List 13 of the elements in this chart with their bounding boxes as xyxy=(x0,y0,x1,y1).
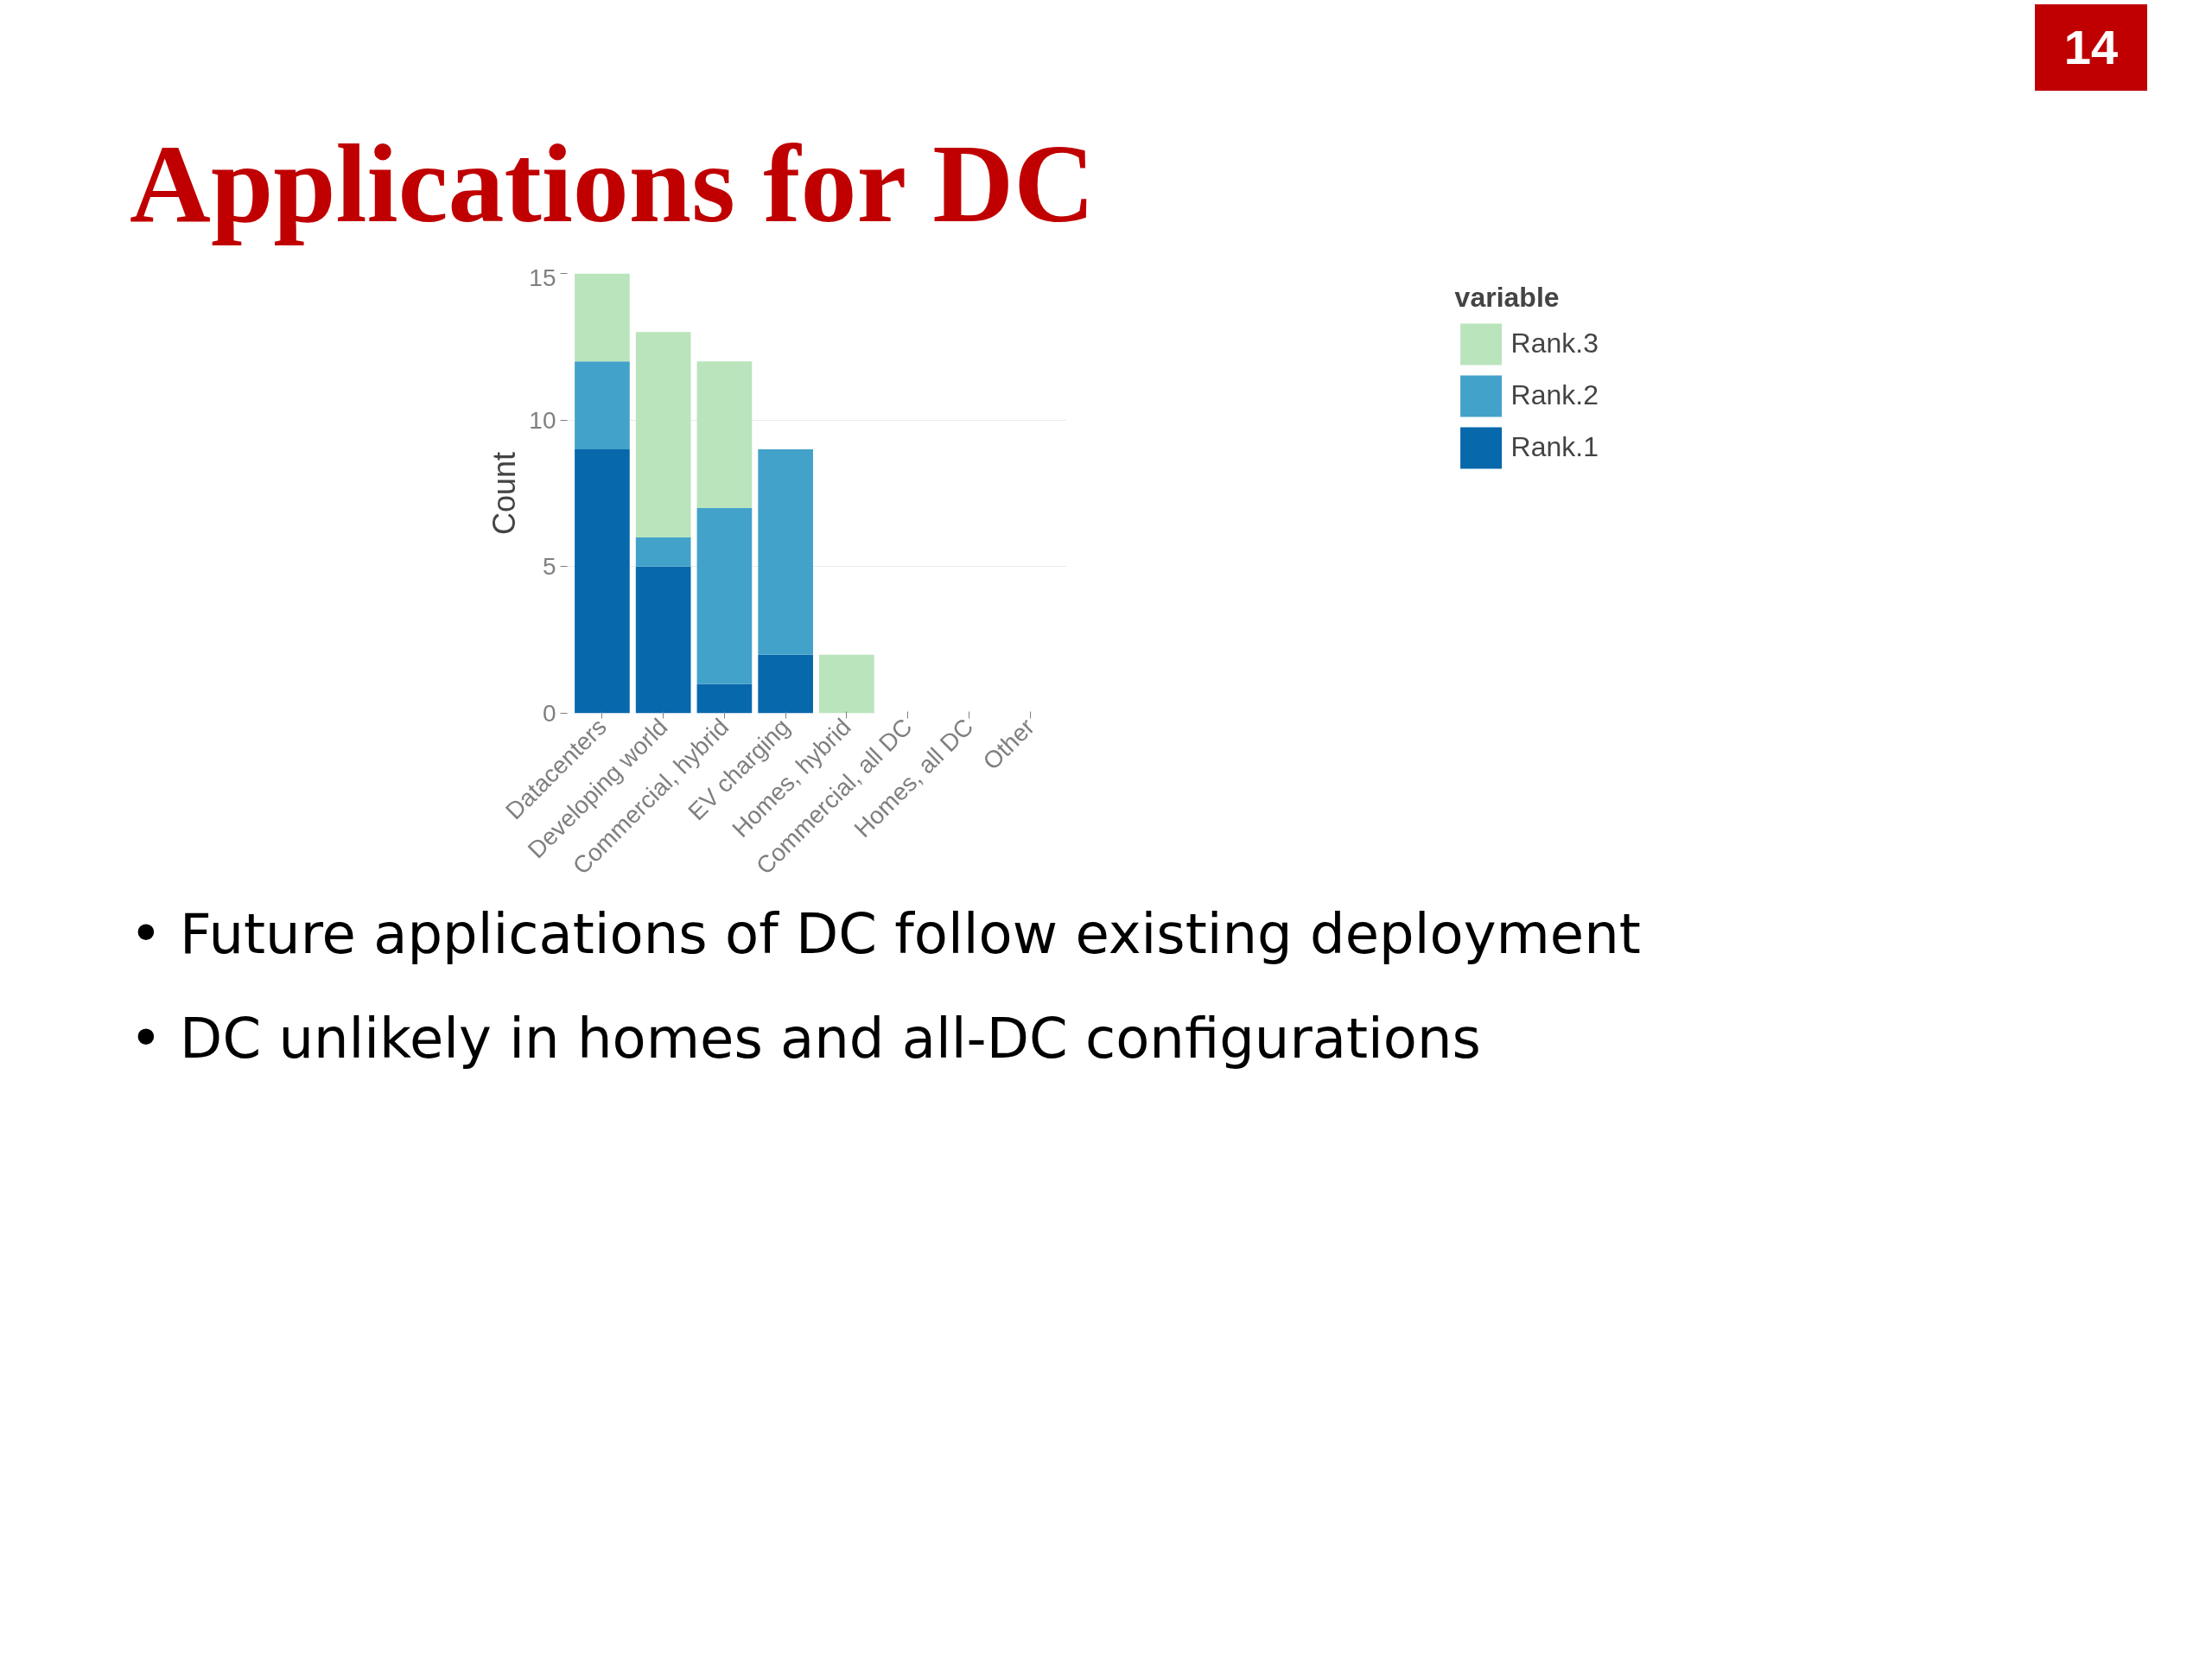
legend-label: Rank.3 xyxy=(1510,327,1599,360)
y-tick-label: 0 xyxy=(542,699,556,727)
legend-label: Rank.1 xyxy=(1510,431,1599,464)
y-tick-label: 5 xyxy=(542,553,556,581)
y-axis-title: Count xyxy=(486,451,523,535)
legend-label: Rank.2 xyxy=(1510,379,1599,412)
y-tick-label: 10 xyxy=(529,406,556,434)
text: • Future applications of DC follow existing deployment xyxy=(130,900,1641,968)
y-tick-label: 15 xyxy=(529,264,556,291)
text: • DC unlikely in homes and all-DC configurations xyxy=(130,1006,1482,1073)
legend-title: variable xyxy=(1454,281,1560,314)
chart-title: Applications for DC xyxy=(130,120,1096,247)
text: 14 xyxy=(2063,19,2119,76)
